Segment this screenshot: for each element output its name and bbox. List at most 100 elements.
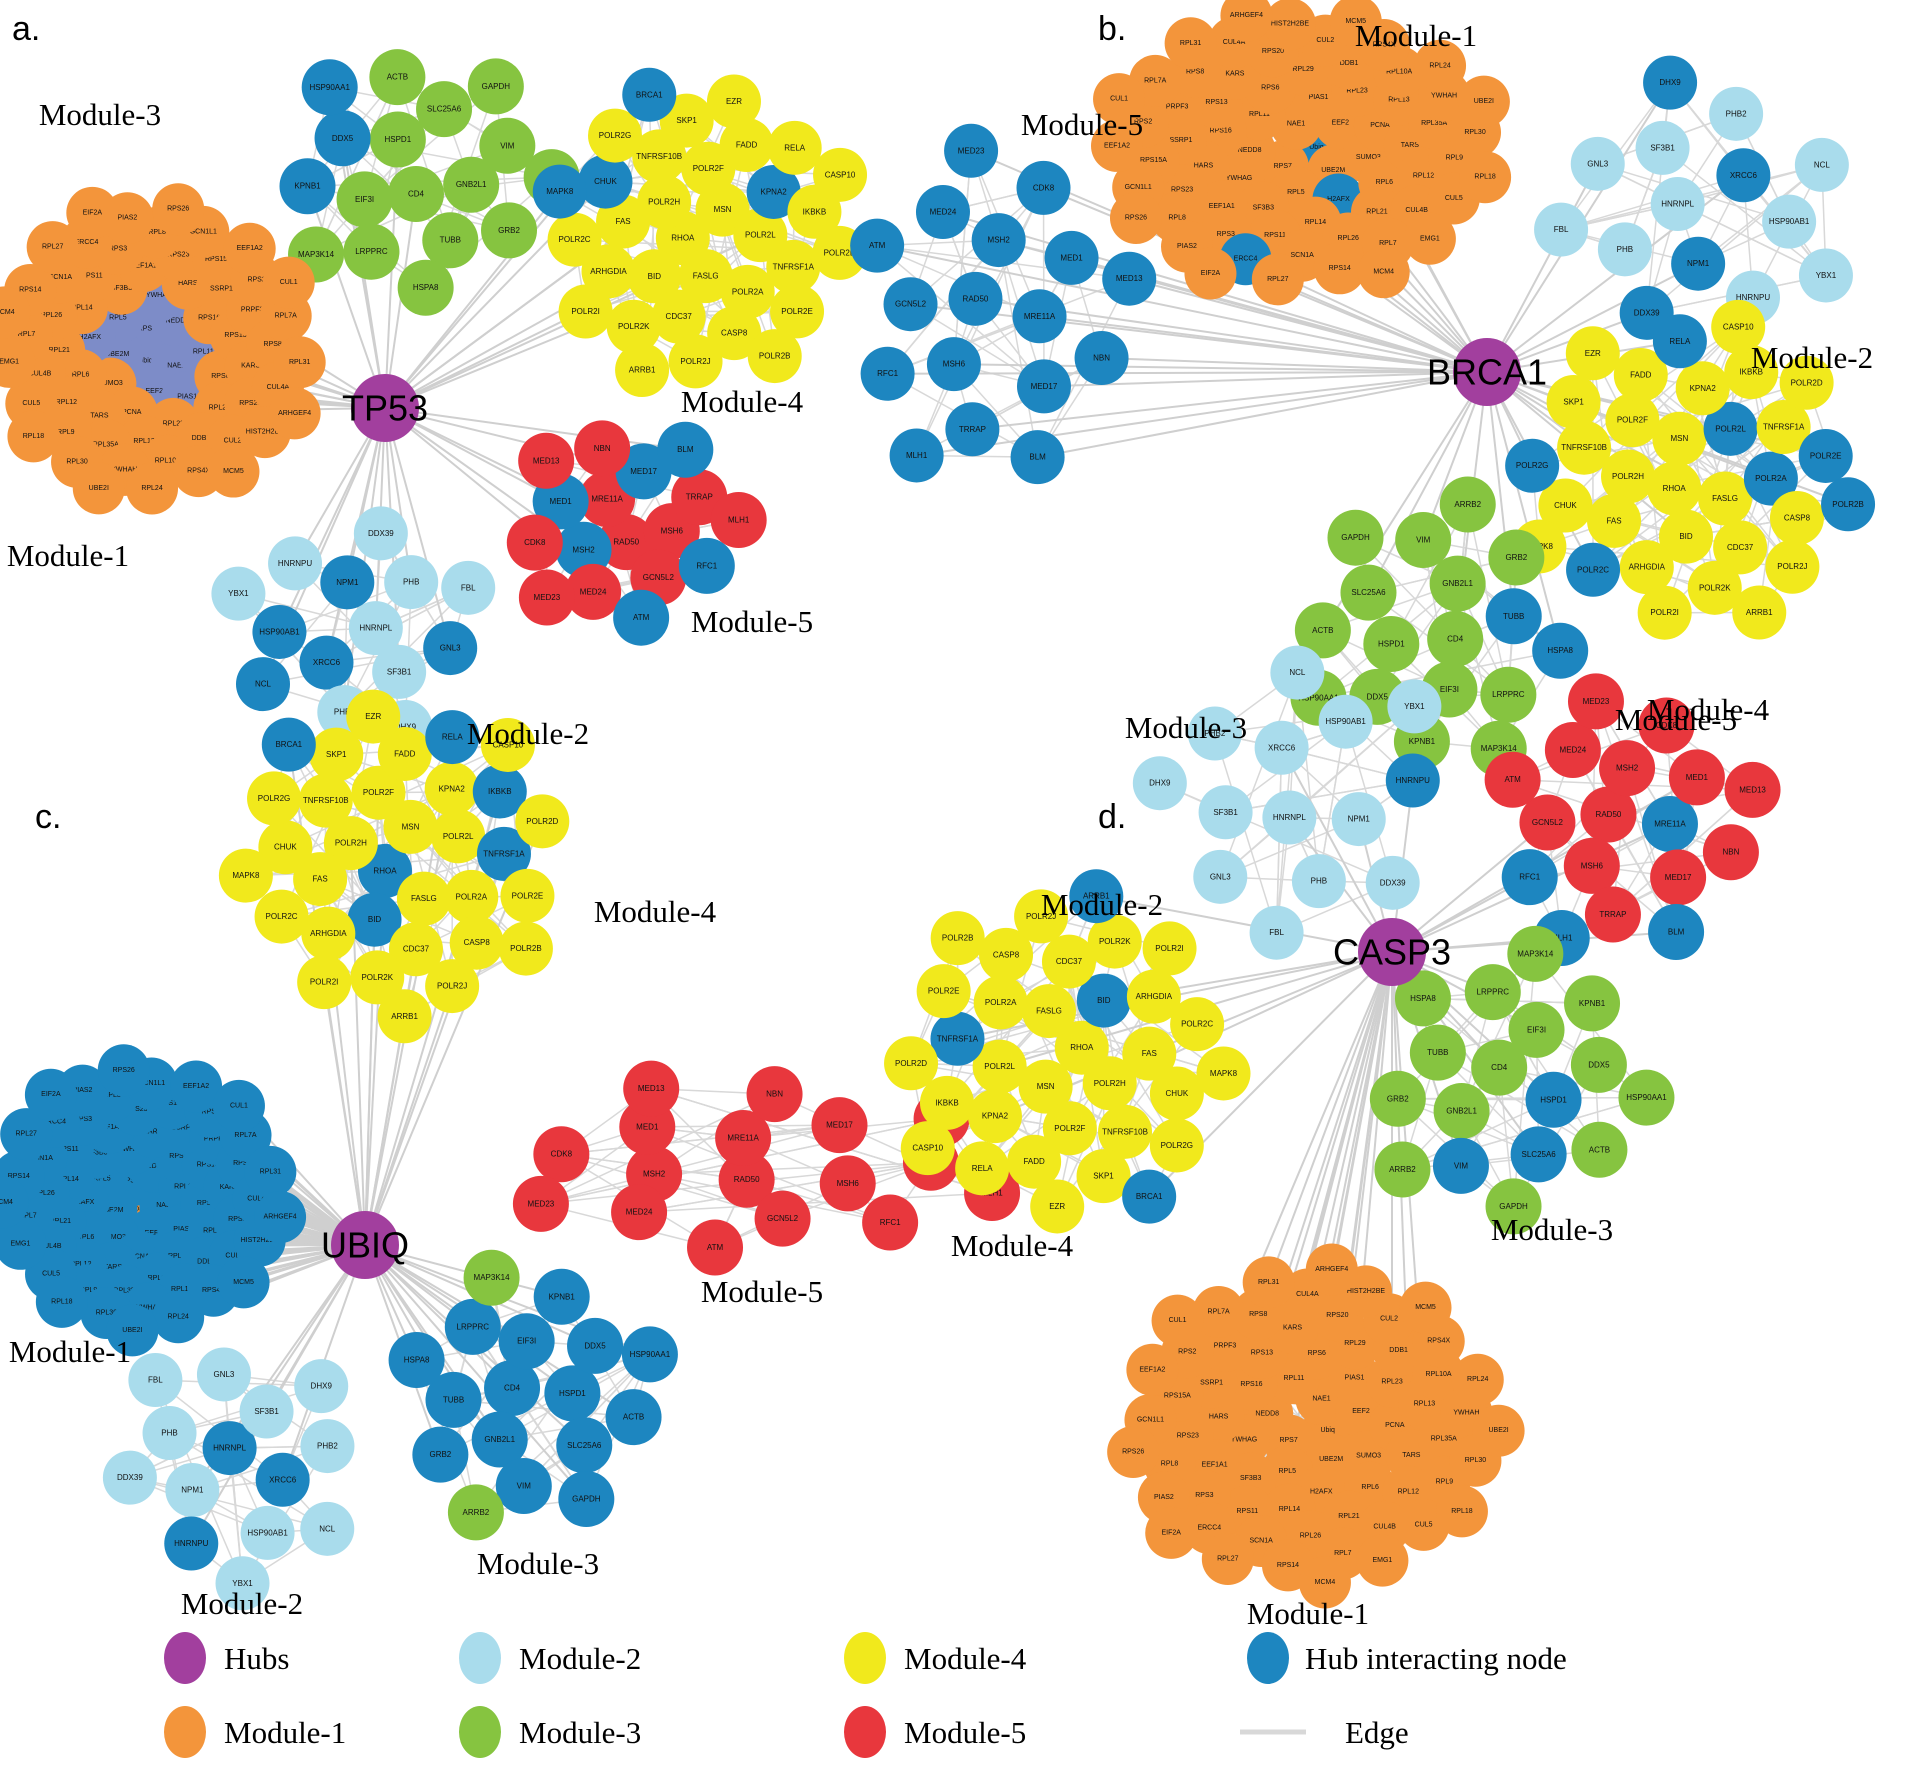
- node-label-a-TUBB: TUBB: [440, 236, 461, 245]
- node-a-VIM: [479, 117, 536, 174]
- legend-label-module-2: Module-2: [519, 1641, 641, 1676]
- node-label-d-POLR2D: POLR2D: [895, 1059, 927, 1068]
- node-label-b-PIAS2: PIAS2: [1177, 243, 1197, 250]
- node-label-c-RPL14: RPL14: [57, 1176, 79, 1183]
- node-label-d-ERCC4: ERCC4: [1197, 1525, 1221, 1532]
- node-label-b-YWHAH: YWHAH: [1431, 92, 1457, 99]
- node-label-b-HSP90AB1: HSP90AB1: [1769, 217, 1810, 226]
- node-a-UBE2I: [72, 462, 125, 515]
- node-label-c-MSH6: MSH6: [837, 1179, 860, 1188]
- node-label-b-SCN1A: SCN1A: [1290, 252, 1314, 259]
- edge: [561, 1124, 840, 1155]
- node-label-a-MAPK8: MAPK8: [546, 187, 574, 196]
- node-label-d-POLR2I: POLR2I: [1155, 944, 1183, 953]
- node-label-d-TUBB: TUBB: [1427, 1048, 1448, 1057]
- node-label-b-MAP3K14: MAP3K14: [1481, 744, 1518, 753]
- node-b-RPL18: [1459, 151, 1512, 204]
- node-c-YBX1: [215, 1556, 270, 1611]
- node-c-MAPK8: [218, 848, 273, 903]
- node-b-TNFRSF10B: [1557, 420, 1612, 475]
- node-label-d-GAPDH: GAPDH: [1499, 1202, 1528, 1211]
- node-a-EMG1: [0, 335, 36, 388]
- node-label-a-KPNB1: KPNB1: [294, 182, 321, 191]
- edge: [774, 1093, 993, 1194]
- node-label-d-DDB1: DDB1: [1389, 1347, 1408, 1354]
- node-label-d-BID: BID: [1097, 996, 1111, 1005]
- node-c-BID: [347, 892, 402, 947]
- node-label-b-POLR2D: POLR2D: [1791, 378, 1823, 387]
- node-label-c-LRPPRC: LRPPRC: [457, 1322, 490, 1331]
- node-b-CDC37: [1713, 520, 1768, 575]
- node-c-RAD50: [718, 1151, 775, 1208]
- node-label-a-RPL11: RPL11: [193, 348, 214, 355]
- node-label-b-POLR2I: POLR2I: [1650, 608, 1678, 617]
- node-label-c-POLR2I: POLR2I: [310, 978, 338, 987]
- node-label-d-GCN1L1: GCN1L1: [1137, 1417, 1164, 1424]
- node-label-b-RHOA: RHOA: [1663, 484, 1687, 493]
- node-b-RAD50: [948, 271, 1003, 326]
- node-label-b-RPL9: RPL9: [1446, 154, 1464, 161]
- node-a-BRCA1: [622, 67, 677, 122]
- edge: [638, 1161, 932, 1213]
- node-b-RHOA: [1647, 461, 1702, 516]
- node-label-b-YBX1: YBX1: [1816, 271, 1837, 280]
- node-label-c-RPL13: RPL13: [148, 1275, 170, 1282]
- node-d-EIF3I: [1508, 1001, 1565, 1058]
- node-label-d-EIF3I: EIF3I: [1527, 1025, 1546, 1034]
- node-label-d-MLH1: MLH1: [1551, 933, 1573, 942]
- node-c-GNB2L1: [471, 1411, 528, 1468]
- node-label-a-PHB2: PHB2: [334, 708, 355, 717]
- node-label-b-EEF1A2: EEF1A2: [1104, 142, 1130, 149]
- node-label-a-BRCA1: BRCA1: [636, 90, 663, 99]
- node-label-c-CDK8: CDK8: [551, 1150, 573, 1159]
- node-label-c-MSH2: MSH2: [643, 1170, 666, 1179]
- node-label-c-ACTB: ACTB: [623, 1413, 644, 1422]
- node-label-b-SF3B3: SF3B3: [1253, 204, 1275, 211]
- node-label-b-RPL18: RPL18: [1474, 174, 1496, 181]
- node-label-c-RPL21: RPL21: [50, 1218, 72, 1225]
- node-label-c-RPS13: RPS13: [197, 1161, 219, 1168]
- node-label-c-FADD: FADD: [394, 749, 416, 758]
- node-a-RFC1: [678, 537, 735, 594]
- node-a-POLR2K: [606, 299, 661, 354]
- node-a-XRCC6: [299, 635, 354, 690]
- node-label-d-SLC25A6: SLC25A6: [1522, 1150, 1557, 1159]
- node-b-PHB: [1597, 222, 1652, 277]
- node-b-MSH2: [971, 213, 1026, 268]
- edge: [1219, 705, 1415, 878]
- node-label-d-RPS4X: RPS4X: [1427, 1338, 1450, 1345]
- node-a-CDK8: [506, 514, 563, 571]
- hub-edge: [384, 407, 452, 649]
- node-label-a-MCM4: MCM4: [0, 309, 15, 316]
- node-label-b-NAE1: NAE1: [1287, 120, 1305, 127]
- node-a-HSP90AB1: [252, 604, 307, 659]
- node-c-MCM5: [217, 1256, 270, 1309]
- node-label-c-SCN1A: SCN1A: [30, 1155, 54, 1162]
- node-c-MED24: [611, 1184, 668, 1241]
- node-label-c-RPL6: RPL6: [77, 1234, 95, 1241]
- node-c-HSP90AA1: [621, 1326, 678, 1383]
- node-label-a-RPS13: RPS13: [224, 332, 246, 339]
- node-label-a-POLR2A: POLR2A: [732, 287, 764, 296]
- node-b-RFC1: [860, 346, 915, 401]
- node-label-d-RFC1: RFC1: [1519, 873, 1540, 882]
- node-label-c-RPS14: RPS14: [8, 1173, 30, 1180]
- node-label-c-RPL5: RPL5: [93, 1176, 111, 1183]
- node-c-ARHGDIA: [301, 906, 356, 961]
- node-label-d-PHB: PHB: [1311, 877, 1327, 886]
- node-c-POLR2D: [515, 794, 570, 849]
- node-label-c-GNB2L1: GNB2L1: [484, 1435, 515, 1444]
- node-label-c-EEF1A2: EEF1A2: [183, 1083, 209, 1090]
- node-d-POLR2G: [1149, 1118, 1204, 1173]
- node-label-b-RPS16: RPS16: [1210, 127, 1232, 134]
- node-c-ARHGEF4: [254, 1191, 307, 1244]
- node-label-c-CUL4A: CUL4A: [247, 1195, 270, 1202]
- node-label-d-RPS14: RPS14: [1277, 1562, 1299, 1569]
- node-label-d-PIAS1: PIAS1: [1345, 1374, 1365, 1381]
- node-label-c-RPL35A: RPL35A: [113, 1288, 139, 1295]
- node-label-b-ARRB2: ARRB2: [1454, 500, 1481, 509]
- node-a-DDX5: [314, 110, 371, 167]
- node-label-a-ARHGEF4: ARHGEF4: [278, 410, 311, 417]
- node-b-POLR2L: [1703, 401, 1758, 456]
- node-b-SLC25A6: [1340, 564, 1397, 621]
